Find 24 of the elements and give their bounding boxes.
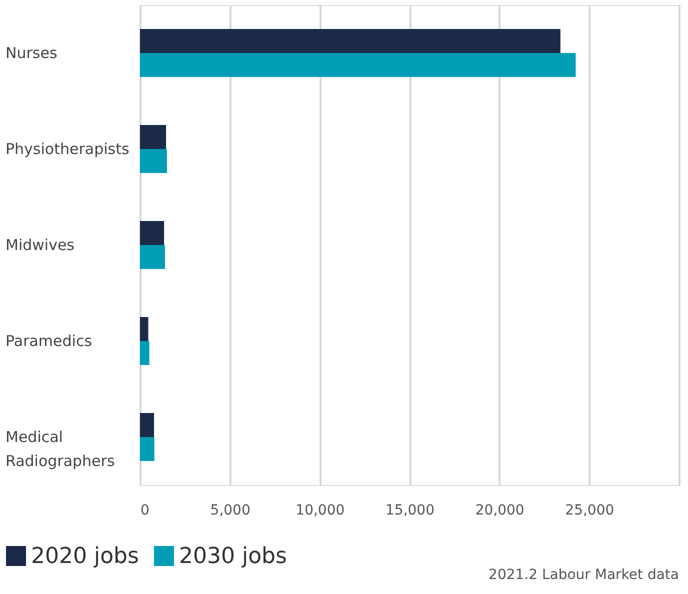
bar [140,53,576,77]
bar [140,413,154,437]
bar [140,29,560,53]
y-tick-label: Medical Radiographers [6,428,115,470]
x-tick-label: 10,000 [296,502,345,518]
bar [140,221,164,245]
legend-label: 2020 jobs [31,544,139,569]
bar [140,317,148,341]
y-tick-label: Paramedics [6,332,92,350]
bar [140,125,166,149]
y-tick-label: Midwives [6,236,75,254]
x-tick-label: 25,000 [565,502,614,518]
y-tick-label: Physiotherapists [6,140,130,158]
bar [140,341,150,365]
x-tick-label: 20,000 [475,502,524,518]
x-tick-label: 15,000 [386,502,434,518]
x-tick-label: 5,000 [210,502,250,518]
bar [140,245,165,269]
legend-label: 2030 jobs [179,544,287,569]
text: 2021.2 Labour Market data [488,567,679,583]
y-tick-label: Nurses [6,44,58,62]
x-tick-label: 0 [140,502,150,518]
bar [140,149,167,173]
bar [140,437,154,461]
